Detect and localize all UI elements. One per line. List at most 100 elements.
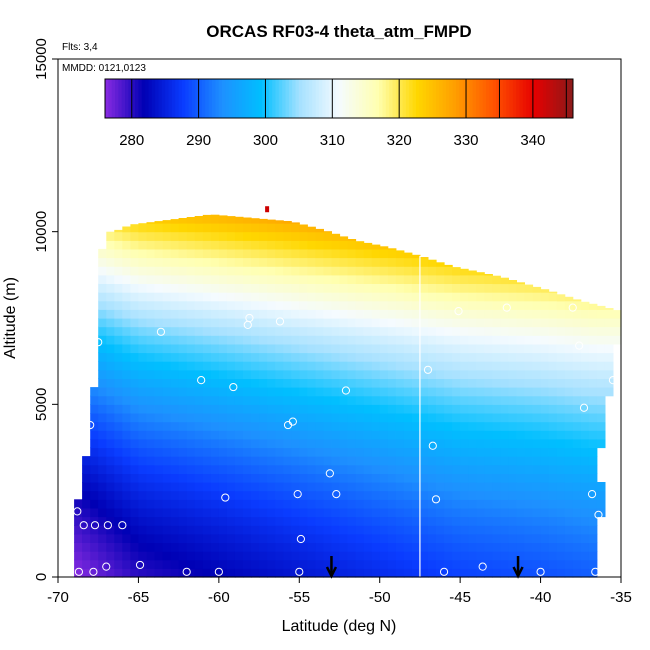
heat-cell xyxy=(548,292,558,302)
heat-cell xyxy=(114,274,123,284)
heat-cell xyxy=(387,274,397,284)
heat-cell xyxy=(395,309,405,319)
heat-cell xyxy=(347,456,357,466)
heat-cell xyxy=(355,309,365,319)
heat-cell xyxy=(98,318,107,328)
heat-cell xyxy=(500,525,509,535)
colorbar-segment xyxy=(282,79,287,118)
heat-cell xyxy=(387,499,397,509)
heat-cell xyxy=(371,266,381,276)
heat-cell xyxy=(484,300,493,310)
heat-cell xyxy=(387,300,397,310)
heat-cell xyxy=(114,490,123,500)
heat-cell xyxy=(379,447,389,457)
heat-cell xyxy=(492,464,501,474)
heat-cell xyxy=(234,507,244,518)
heat-cell xyxy=(202,421,212,431)
heat-cell xyxy=(444,456,453,466)
heat-cell xyxy=(226,464,236,474)
heat-cell xyxy=(315,257,324,267)
heat-cell xyxy=(98,516,107,526)
heat-cell xyxy=(98,326,107,336)
heat-cell xyxy=(363,525,373,535)
heat-cell xyxy=(202,369,212,379)
heat-cell xyxy=(323,473,332,483)
heat-cell xyxy=(436,352,445,362)
heat-cell xyxy=(82,456,91,466)
heat-cell xyxy=(251,525,260,535)
heat-cell xyxy=(355,499,365,509)
heat-cell xyxy=(106,309,115,319)
profile-point xyxy=(431,495,441,504)
heat-cell xyxy=(580,456,590,466)
heat-cell xyxy=(251,248,260,259)
heat-cell xyxy=(588,456,598,466)
heat-cell xyxy=(283,352,292,362)
heat-cell xyxy=(138,499,147,509)
heat-cell xyxy=(170,559,180,569)
heat-cell xyxy=(130,352,139,362)
heat-cell xyxy=(556,404,566,414)
heat-cell xyxy=(460,395,469,405)
heat-cell xyxy=(331,507,341,518)
heat-cell xyxy=(154,274,164,284)
heat-cell xyxy=(339,361,349,371)
heat-cell xyxy=(267,456,276,466)
heat-cell xyxy=(323,464,332,474)
heat-cell xyxy=(387,559,397,569)
colorbar-segment xyxy=(252,79,256,118)
heat-cell xyxy=(460,268,469,276)
heat-cell xyxy=(170,292,180,302)
heat-cell xyxy=(460,369,469,379)
heat-cell xyxy=(428,490,437,500)
heat-cell xyxy=(580,361,590,371)
heat-cell xyxy=(267,378,276,388)
heat-cell xyxy=(403,343,413,354)
heat-cell xyxy=(419,309,429,319)
heat-cell xyxy=(347,507,357,518)
heat-cell xyxy=(162,266,172,276)
heat-cell xyxy=(275,343,284,354)
colorbar-segment xyxy=(125,79,129,118)
heat-cell xyxy=(484,343,493,354)
colorbar-segment xyxy=(208,79,213,118)
heat-cell xyxy=(436,499,445,509)
heat-cell xyxy=(500,318,509,328)
colorbar-segment xyxy=(542,79,547,118)
heat-cell xyxy=(186,217,196,224)
heat-cell xyxy=(202,361,212,371)
heat-cell xyxy=(524,499,534,509)
heat-cell xyxy=(291,326,300,336)
heat-cell xyxy=(267,404,276,414)
heat-cell xyxy=(331,361,341,371)
heat-cell xyxy=(363,292,373,302)
colorbar-segment xyxy=(559,79,564,118)
heat-cell xyxy=(395,257,405,267)
heat-cell xyxy=(548,525,558,535)
heat-cell xyxy=(516,447,525,457)
heat-cell xyxy=(283,525,292,535)
heat-cell xyxy=(500,343,509,354)
heat-cell xyxy=(500,430,509,440)
heat-cell xyxy=(564,464,574,474)
heat-cell xyxy=(186,456,196,466)
heat-cell xyxy=(202,507,212,518)
heat-cell xyxy=(331,490,341,500)
heat-cell xyxy=(106,292,115,302)
heat-cell xyxy=(355,568,365,578)
heat-cell xyxy=(259,257,268,267)
profile-point xyxy=(579,403,589,412)
heat-cell xyxy=(339,568,349,578)
colorbar-segment xyxy=(355,79,360,118)
profile-point xyxy=(478,562,487,571)
heat-cell xyxy=(275,387,284,397)
heat-cell xyxy=(411,352,421,362)
heat-cell xyxy=(194,473,204,483)
heat-cell xyxy=(146,542,156,552)
heat-cell xyxy=(98,525,107,535)
heat-cell xyxy=(299,387,308,397)
heat-cell xyxy=(580,464,590,474)
heat-cell xyxy=(283,240,292,250)
heat-cell xyxy=(387,335,397,345)
heat-cell xyxy=(226,352,236,362)
